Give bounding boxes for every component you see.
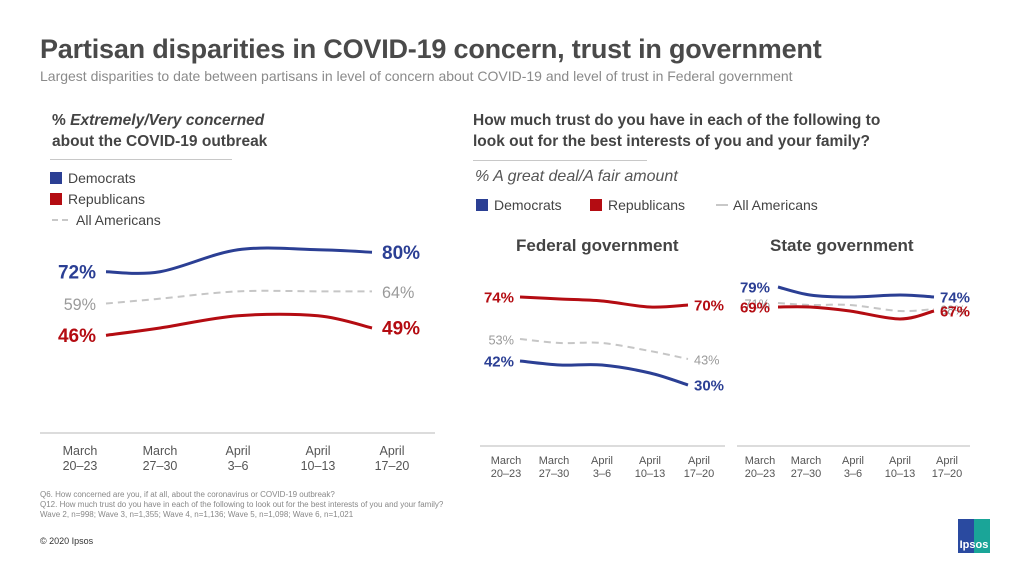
x-tick-label: April 10–13 [634,455,666,480]
legend-label: Democrats [494,197,562,213]
x-tick-label: March 20–23 [744,455,776,480]
republicans-swatch-icon [50,193,62,205]
footnote-q12: Q12. How much trust do you have in each … [40,500,444,509]
series-line-democrats [519,359,689,387]
x-tick-label: April 3–6 [841,455,864,480]
data-label: 74% [940,289,970,306]
panel-title-state: State government [770,236,914,255]
right-subheading: % A great deal/A fair amount [475,168,678,185]
series-line-all-americans [519,338,689,360]
data-label: 67% [940,303,970,320]
x-tick-label: April 17–20 [683,455,715,480]
legend-republicans: Republicans [50,191,145,207]
right-heading-line2: look out for the best interests of you a… [473,133,871,150]
democrats-swatch-icon [50,172,62,184]
legend-democrats-right: Democrats [476,197,562,213]
data-label: 43% [694,352,720,367]
left-heading-prefix: % [52,112,66,129]
legend-republicans-right: Republicans [590,197,685,213]
data-label: 80% [382,243,420,264]
data-label: 53% [488,332,514,347]
x-tick-label: April 3–6 [590,455,613,480]
series-line-all-americans [105,289,372,305]
data-label: 59% [64,296,96,314]
data-label: 30% [694,377,724,394]
slide-title: Partisan disparities in COVID-19 concern… [40,34,822,64]
series-line-republicans [105,312,373,337]
series-line-all-americans [777,302,935,313]
copyright: © 2020 Ipsos [40,536,94,546]
left-heading-rule [50,159,232,160]
all-americans-dash-icon [716,204,728,206]
legend-label: All Americans [733,197,818,213]
left-heading: % Extremely/Very concerned about the COV… [52,110,267,152]
all-americans-dash-icon [52,219,68,221]
ipsos-logo: Ipsos [958,519,990,553]
right-heading-line1: How much trust do you have in each of th… [473,112,881,129]
data-label: 49% [382,319,420,340]
right-heading-rule [473,160,647,161]
data-label: 70% [694,297,724,314]
data-label: 42% [484,353,514,370]
republicans-swatch-icon [590,199,602,211]
series-line-democrats [777,285,935,299]
series-line-republicans [777,305,935,321]
data-label: 64% [382,284,414,302]
x-tick-label: March 27–30 [142,444,178,473]
data-label: 71% [744,296,770,311]
x-tick-label: March 20–23 [490,455,522,480]
legend-democrats: Democrats [50,170,136,186]
legend-all-americans-right: All Americans [716,197,818,213]
footnote-q6: Q6. How concerned are you, if at all, ab… [40,490,335,499]
panel-title-federal: Federal government [516,236,679,255]
x-tick-label: April 3–6 [225,444,251,473]
legend-all-americans: All Americans [52,212,161,228]
data-label: 46% [58,326,96,347]
legend-label: All Americans [76,212,161,228]
series-line-democrats [105,246,373,275]
legend-label: Republicans [608,197,686,213]
legend-label: Democrats [68,170,136,186]
left-heading-italic: Extremely/Very concerned [70,112,265,129]
data-label: 68% [940,302,966,317]
x-tick-label: March 20–23 [62,444,98,473]
x-tick-label: April 10–13 [300,444,336,473]
left-heading-line2: about the COVID-19 outbreak [52,133,268,150]
right-heading: How much trust do you have in each of th… [473,110,880,152]
democrats-swatch-icon [476,199,488,211]
series-line-republicans [519,295,689,309]
x-tick-label: April 10–13 [884,455,916,480]
legend-label: Republicans [68,191,146,207]
data-label: 79% [740,279,770,296]
x-tick-label: April 17–20 [931,455,963,480]
slide-subtitle: Largest disparities to date between part… [40,68,793,84]
data-label: 74% [484,289,514,306]
x-tick-label: March 27–30 [790,455,822,480]
data-label: 72% [58,262,96,283]
x-tick-label: March 27–30 [538,455,570,480]
data-label: 69% [740,299,770,316]
footnote-waves: Wave 2, n=998; Wave 3, n=1,355; Wave 4, … [40,510,354,519]
x-tick-label: April 17–20 [374,444,410,473]
